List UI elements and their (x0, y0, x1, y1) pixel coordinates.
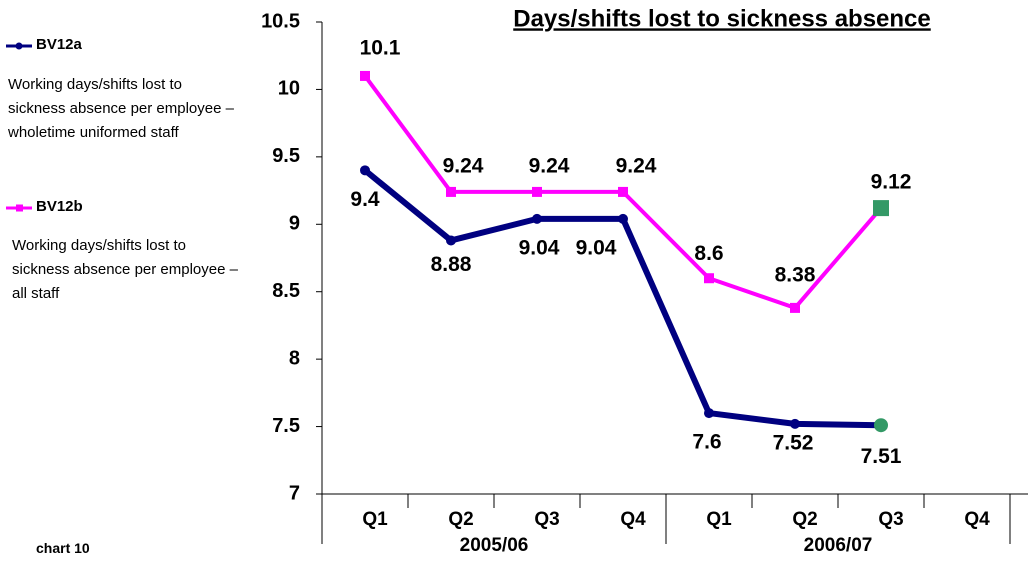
data-label: 7.6 (692, 431, 721, 454)
marker (873, 200, 889, 217)
data-label: 9.4 (350, 188, 380, 211)
chart-title: Days/shifts lost to sickness absence (513, 5, 931, 32)
data-label: 9.12 (871, 171, 912, 194)
data-label: 9.24 (616, 154, 657, 177)
data-label: 8.6 (694, 242, 723, 265)
y-tick-label: 8 (289, 347, 300, 369)
marker (446, 235, 456, 246)
y-tick-label: 7 (289, 482, 300, 504)
legend-entry: BV12b (36, 198, 83, 215)
legend-description: Working days/shifts lost to sickness abs… (8, 76, 234, 141)
x-tick-label: Q3 (534, 509, 559, 530)
x-tick-label: Q2 (792, 509, 817, 530)
data-label: 9.24 (443, 154, 484, 177)
x-tick-label: Q1 (362, 509, 388, 530)
x-group-label: 2005/06 (460, 535, 529, 556)
marker (532, 213, 542, 224)
footnote: chart 10 (36, 540, 90, 556)
legend-marker (15, 42, 23, 50)
x-tick-label: Q4 (964, 509, 990, 530)
data-label: 7.51 (861, 445, 902, 468)
y-tick-label: 10 (278, 78, 300, 100)
marker (704, 408, 714, 419)
marker (790, 418, 800, 429)
x-tick-label: Q1 (706, 509, 732, 530)
y-tick-label: 9 (289, 213, 300, 235)
legend-description: Working days/shifts lost to sickness abs… (12, 237, 238, 302)
data-label: 9.04 (519, 236, 560, 259)
data-label: 8.88 (431, 253, 472, 276)
data-label: 10.1 (360, 36, 401, 59)
x-group-label: 2006/07 (804, 535, 873, 556)
data-label: 7.52 (773, 431, 814, 454)
x-tick-label: Q2 (448, 509, 473, 530)
y-tick-label: 9.5 (272, 145, 300, 167)
data-label: 9.24 (529, 154, 570, 177)
y-tick-label: 7.5 (272, 415, 300, 437)
marker (446, 186, 456, 197)
y-tick-label: 8.5 (272, 280, 300, 302)
data-label: 8.38 (775, 263, 816, 286)
marker (360, 165, 370, 176)
marker (532, 186, 542, 197)
marker (360, 70, 370, 81)
marker (874, 418, 888, 433)
x-tick-label: Q4 (620, 509, 646, 530)
y-tick-label: 10.5 (261, 10, 300, 32)
marker (618, 186, 628, 197)
legend-entry: BV12a (36, 36, 82, 53)
legend-marker (16, 204, 23, 212)
marker (618, 213, 628, 224)
marker (704, 273, 714, 284)
x-tick-label: Q3 (878, 509, 903, 530)
marker (790, 302, 800, 313)
data-label: 9.04 (576, 236, 617, 259)
